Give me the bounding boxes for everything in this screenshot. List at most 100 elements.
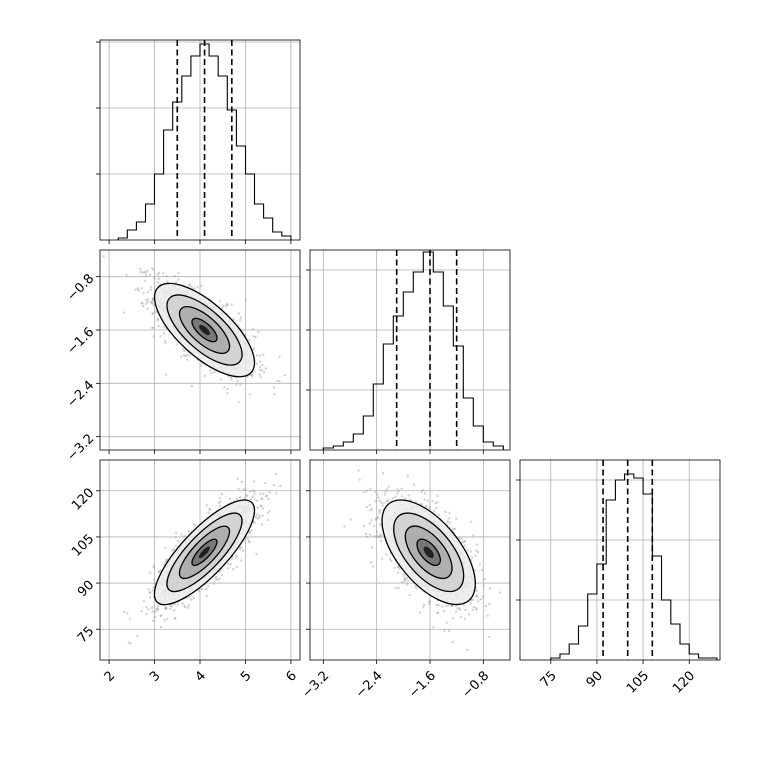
scatter-point (239, 316, 243, 319)
scatter-point (186, 358, 189, 361)
scatter-point (156, 605, 159, 608)
scatter-point (187, 530, 190, 533)
scatter-point (262, 507, 265, 510)
scatter-point (365, 489, 368, 492)
scatter-point (147, 588, 150, 591)
scatter-point (152, 335, 155, 338)
scatter-point (401, 581, 404, 584)
pair-1-contour-0 (191, 538, 218, 567)
ytick-label-param-2-0: 75 (75, 624, 97, 646)
scatter-point (255, 513, 259, 516)
scatter-point (237, 401, 240, 404)
scatter-point (265, 494, 269, 498)
scatter-point (373, 525, 376, 528)
scatter-point (462, 604, 466, 607)
scatter-point (129, 642, 132, 645)
xtick-label-param-0-3: 5 (238, 668, 254, 684)
scatter-point (458, 608, 461, 611)
pair-2-density-4 (423, 546, 434, 559)
scatter-point (218, 504, 222, 508)
scatter-point (247, 540, 251, 543)
scatter-point (230, 557, 234, 560)
scatter-point (172, 548, 175, 551)
scatter-point (175, 531, 178, 535)
scatter-point (142, 304, 145, 308)
scatter-point (405, 576, 409, 580)
scatter-point (218, 577, 221, 580)
scatter-point (152, 619, 155, 622)
scatter-point (414, 585, 417, 588)
scatter-point (205, 504, 208, 507)
scatter-point (127, 641, 130, 644)
scatter-point (235, 383, 238, 386)
scatter-point (160, 614, 163, 617)
xtick-label-param-0-4: 6 (283, 668, 299, 684)
scatter-point (369, 509, 372, 512)
scatter-point (379, 533, 382, 536)
scatter-point (164, 560, 167, 564)
scatter-point (258, 365, 262, 369)
scatter-point (166, 617, 169, 620)
scatter-point (381, 557, 384, 561)
scatter-point (250, 529, 253, 532)
scatter-point (214, 577, 218, 580)
scatter-point (454, 610, 458, 613)
scatter-point (200, 587, 204, 591)
scatter-point (146, 298, 150, 301)
scatter-point (193, 287, 196, 290)
scatter-point (145, 298, 148, 302)
scatter-point (447, 629, 451, 633)
scatter-point (469, 602, 472, 605)
scatter-point (229, 497, 232, 500)
scatter-point (475, 608, 478, 611)
scatter-point (266, 518, 270, 522)
hist-2-frame (519, 459, 721, 661)
scatter-point (182, 348, 185, 351)
scatter-point (208, 369, 212, 372)
scatter-point (137, 289, 140, 292)
scatter-point (165, 275, 169, 278)
scatter-point (379, 540, 383, 543)
scatter-point (200, 364, 203, 367)
scatter-point (157, 271, 161, 275)
scatter-point (463, 544, 467, 547)
scatter-point (391, 497, 394, 500)
scatter-point (376, 516, 379, 519)
scatter-point (349, 518, 352, 521)
scatter-point (260, 523, 263, 526)
scatter-point (484, 604, 488, 608)
scatter-point (154, 610, 157, 613)
scatter-point (254, 335, 257, 339)
scatter-point (245, 494, 248, 497)
scatter-point (380, 501, 383, 505)
scatter-point (192, 523, 195, 526)
scatter-point (165, 558, 168, 561)
pair-0-contour-0 (191, 317, 218, 343)
scatter-point (432, 626, 435, 629)
scatter-point (382, 501, 386, 505)
scatter-point (255, 499, 259, 502)
scatter-point (412, 483, 416, 486)
scatter-point (151, 297, 155, 300)
scatter-point (425, 504, 428, 508)
scatter-point (476, 600, 480, 603)
scatter-point (252, 346, 255, 350)
scatter-point (480, 568, 484, 572)
scatter-point (151, 589, 155, 592)
scatter-point (422, 606, 425, 609)
scatter-point (264, 482, 267, 485)
scatter-point (153, 615, 157, 619)
scatter-point (273, 393, 276, 396)
scatter-point (157, 607, 160, 610)
scatter-point (436, 494, 439, 498)
scatter-point (140, 302, 143, 305)
scatter-point (141, 271, 145, 274)
xtick-label-param-1-0: −3.2 (299, 668, 332, 701)
scatter-point (148, 596, 152, 599)
scatter-point (258, 354, 261, 357)
scatter-point (268, 510, 271, 513)
scatter-point (475, 589, 478, 592)
scatter-point (151, 326, 154, 330)
scatter-point (276, 379, 279, 382)
scatter-point (376, 493, 379, 496)
